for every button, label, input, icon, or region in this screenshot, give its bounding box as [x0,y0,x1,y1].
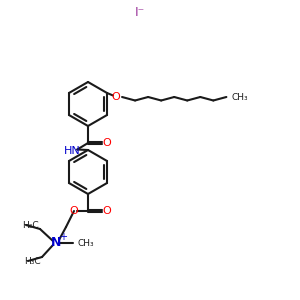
Text: H₃C: H₃C [22,220,39,230]
Text: HN: HN [64,146,81,157]
Text: N: N [51,236,61,250]
Text: +: + [59,232,67,242]
Text: CH₃: CH₃ [78,238,94,247]
Text: O: O [112,92,120,102]
Text: I⁻: I⁻ [135,7,145,20]
Text: H₃C: H₃C [24,256,40,266]
Text: O: O [103,206,111,216]
Text: O: O [103,138,111,148]
Text: CH₃: CH₃ [231,92,248,101]
Text: O: O [70,206,78,216]
